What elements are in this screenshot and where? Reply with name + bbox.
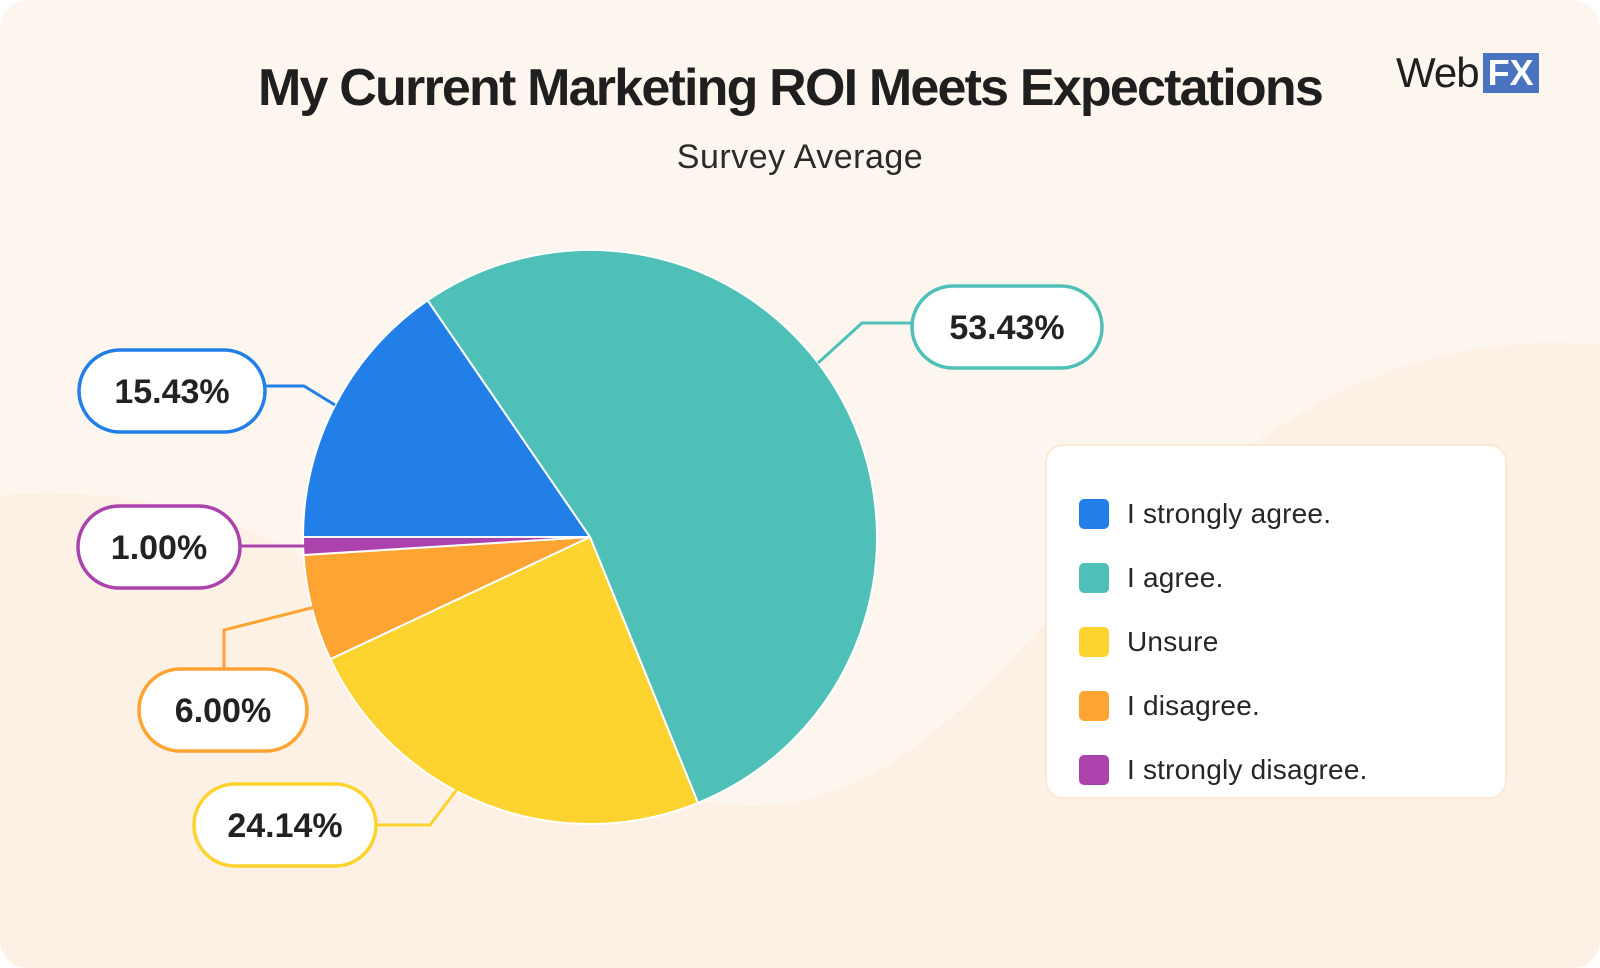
pie-slice-unsure	[329, 536, 699, 825]
data-label: 1.00%	[76, 504, 305, 590]
data-label-text: 24.14%	[227, 807, 342, 845]
data-label: 53.43%	[816, 284, 1104, 370]
legend-swatch	[1079, 563, 1109, 593]
legend-label: I strongly disagree.	[1127, 754, 1368, 785]
pie-slices	[302, 249, 878, 825]
data-label: 24.14%	[192, 782, 460, 868]
logo-text: Web	[1396, 49, 1480, 96]
legend-item: I strongly agree.	[1047, 482, 1505, 546]
legend-item: Unsure	[1047, 610, 1505, 674]
leader-line	[816, 321, 912, 365]
label-bubble	[137, 667, 309, 753]
legend-item: I strongly disagree.	[1047, 738, 1505, 802]
data-label-text: 1.00%	[111, 529, 207, 567]
webfx-logo: Web FX	[1396, 50, 1539, 96]
legend-item: I disagree.	[1047, 674, 1505, 738]
label-bubble	[77, 348, 267, 434]
legend-swatch	[1079, 627, 1109, 657]
data-label: 15.43%	[77, 348, 336, 434]
leader-line	[377, 787, 460, 827]
data-label: 6.00%	[137, 605, 316, 753]
data-label-text: 6.00%	[175, 692, 271, 730]
leader-line	[264, 384, 336, 407]
legend-label: I strongly agree.	[1127, 498, 1332, 529]
legend-swatch	[1079, 755, 1109, 785]
leader-line	[222, 605, 316, 668]
label-bubble	[76, 504, 242, 590]
legend-swatch	[1079, 499, 1109, 529]
data-label-text: 53.43%	[949, 309, 1064, 347]
label-bubble	[910, 284, 1104, 370]
legend: I strongly agree. I agree. Unsure I disagre…	[1045, 444, 1507, 799]
legend-label: I agree.	[1127, 562, 1224, 593]
pie-slice-i-strongly-agree	[302, 299, 591, 538]
logo-badge: FX	[1482, 53, 1539, 93]
data-label-text: 15.43%	[114, 373, 229, 411]
pie-slice-i-agree	[426, 249, 878, 804]
legend-swatch	[1079, 691, 1109, 721]
legend-item: I agree.	[1047, 546, 1505, 610]
chart-subtitle: Survey Average	[676, 138, 924, 176]
legend-label: Unsure	[1127, 626, 1219, 657]
legend-label: I disagree.	[1127, 690, 1260, 721]
chart-title: My Current Marketing ROI Meets Expectati…	[258, 59, 1324, 117]
label-bubble	[192, 782, 378, 868]
